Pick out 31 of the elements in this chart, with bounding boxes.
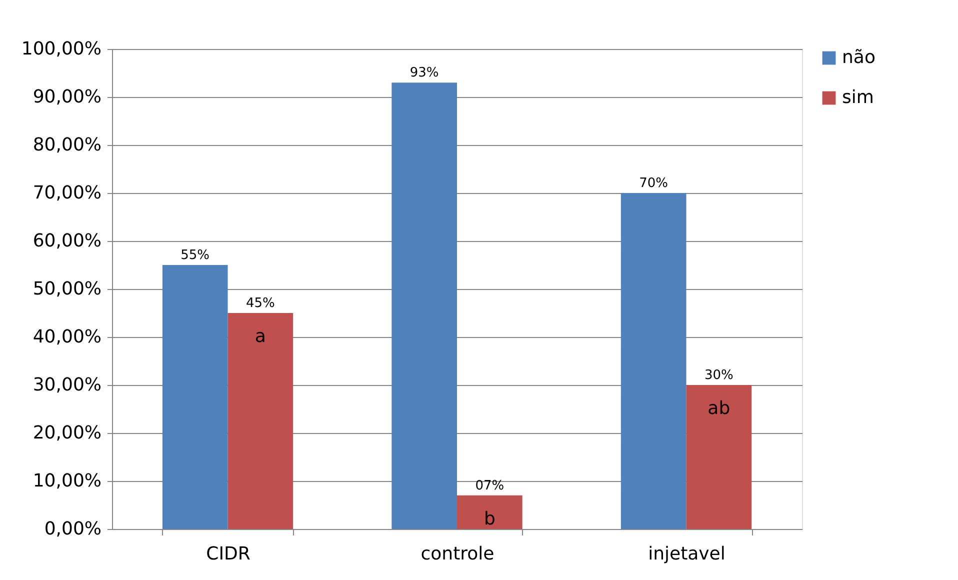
data-label: 55% xyxy=(180,248,210,263)
bar xyxy=(457,495,522,529)
y-tick-label: 10,00% xyxy=(32,470,102,492)
bar xyxy=(228,313,294,529)
annotation: ab xyxy=(708,398,730,419)
annotation: a xyxy=(254,326,266,347)
bar xyxy=(162,265,228,529)
bar xyxy=(620,193,686,529)
y-tick-label: 90,00% xyxy=(32,86,102,108)
data-label: 07% xyxy=(475,478,504,494)
bar xyxy=(392,82,457,529)
y-tick-label: 20,00% xyxy=(32,422,102,444)
y-tick-label: 100,00% xyxy=(21,38,102,60)
annotation: b xyxy=(484,508,496,530)
data-label: 70% xyxy=(639,176,668,191)
y-tick-label: 50,00% xyxy=(32,278,102,300)
y-tick-label: 60,00% xyxy=(32,230,102,252)
data-label: 30% xyxy=(704,368,734,383)
x-tick-label: injetavel xyxy=(648,544,726,564)
y-tick-label: 0,00% xyxy=(44,518,102,540)
y-tick-label: 80,00% xyxy=(32,134,102,156)
y-tick-label: 30,00% xyxy=(32,374,102,396)
bar xyxy=(686,385,752,529)
y-tick-label: 40,00% xyxy=(32,326,102,348)
x-tick-label: CIDR xyxy=(206,544,250,564)
legend-label: não xyxy=(842,47,876,68)
y-tick-label: 70,00% xyxy=(32,182,102,204)
legend-label: sim xyxy=(842,87,874,108)
data-label: 45% xyxy=(246,296,275,311)
x-tick-label: controle xyxy=(420,544,494,564)
data-label: 93% xyxy=(410,66,439,81)
